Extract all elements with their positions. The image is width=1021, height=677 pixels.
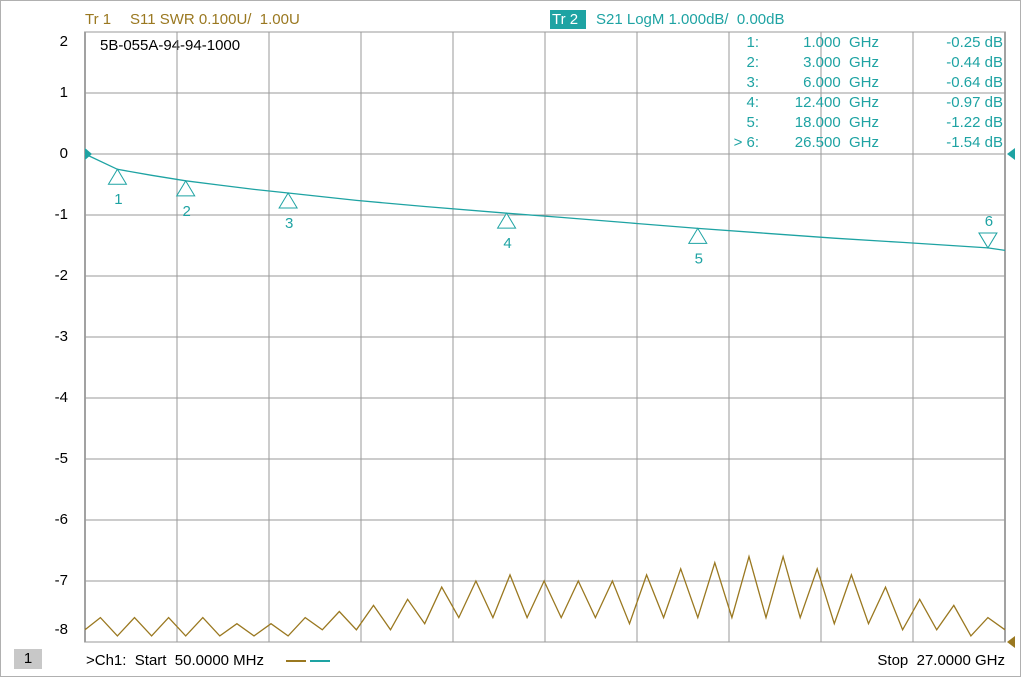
trace-line: [84, 153, 1006, 252]
marker-triangle: [175, 179, 196, 197]
reference-marker-left: [85, 148, 92, 160]
marker-table-value: -1.22 dB: [946, 114, 1003, 131]
marker-table-label: 5:: [746, 114, 759, 131]
marker-id: 5: [695, 250, 703, 267]
marker-table-frequency: 26.500 GHz: [795, 134, 879, 151]
trace-name: S21 LogM 1.000dB/ 0.00dB: [596, 11, 784, 28]
marker-table-label: 1:: [746, 34, 759, 51]
y-tick-label: 2: [60, 33, 68, 50]
marker-triangle: [978, 232, 998, 249]
y-tick-label: 1: [60, 84, 68, 101]
marker-triangle: [496, 212, 517, 229]
marker-table-label: 2:: [746, 54, 759, 71]
marker-table-frequency: 18.000 GHz: [795, 114, 879, 131]
marker-id: 6: [985, 213, 993, 230]
reference-marker-right: [1007, 636, 1015, 648]
marker-table-label: > 6:: [734, 134, 759, 151]
marker-table-label: 3:: [746, 74, 759, 91]
y-tick-label: -1: [55, 206, 68, 223]
trace-tag: Tr 2: [552, 11, 578, 28]
marker-table-label: 4:: [746, 94, 759, 111]
marker-triangle: [278, 192, 299, 209]
marker-id: 1: [114, 191, 122, 208]
y-tick-label: -6: [55, 511, 68, 528]
y-tick-label: 0: [60, 145, 68, 162]
marker-triangle: [107, 168, 128, 185]
trace-tag: Tr 1: [85, 11, 111, 28]
y-tick-label: -4: [55, 389, 68, 406]
stop-frequency: Stop 27.0000 GHz: [877, 652, 1005, 669]
y-tick-label: -8: [55, 621, 68, 638]
marker-triangle: [687, 227, 708, 244]
marker-table-value: -1.54 dB: [946, 134, 1003, 151]
trace-line: [84, 554, 1006, 637]
marker-table-value: -0.97 dB: [946, 94, 1003, 111]
marker-id: 3: [285, 215, 293, 232]
marker-id: 2: [183, 203, 191, 220]
trace-tag-box: [550, 10, 586, 29]
y-tick-label: -3: [55, 328, 68, 345]
marker-table-value: -0.25 dB: [946, 34, 1003, 51]
y-tick-label: -5: [55, 450, 68, 467]
channel-box: [14, 649, 42, 669]
annotation: 5B-055A-94-94-1000: [100, 37, 240, 54]
y-tick-label: -7: [55, 572, 68, 589]
marker-table-frequency: 6.000 GHz: [803, 74, 879, 91]
start-frequency: >Ch1: Start 50.0000 MHz: [86, 652, 264, 669]
marker-table-frequency: 3.000 GHz: [803, 54, 879, 71]
y-tick-label: -2: [55, 267, 68, 284]
reference-marker-right: [1007, 148, 1015, 160]
marker-table-frequency: 1.000 GHz: [803, 34, 879, 51]
trace-name: S11 SWR 0.100U/ 1.00U: [130, 11, 300, 28]
marker-table-frequency: 12.400 GHz: [795, 94, 879, 111]
marker-table-value: -0.64 dB: [946, 74, 1003, 91]
marker-id: 4: [503, 235, 511, 252]
channel-number: 1: [24, 650, 32, 667]
marker-table-value: -0.44 dB: [946, 54, 1003, 71]
